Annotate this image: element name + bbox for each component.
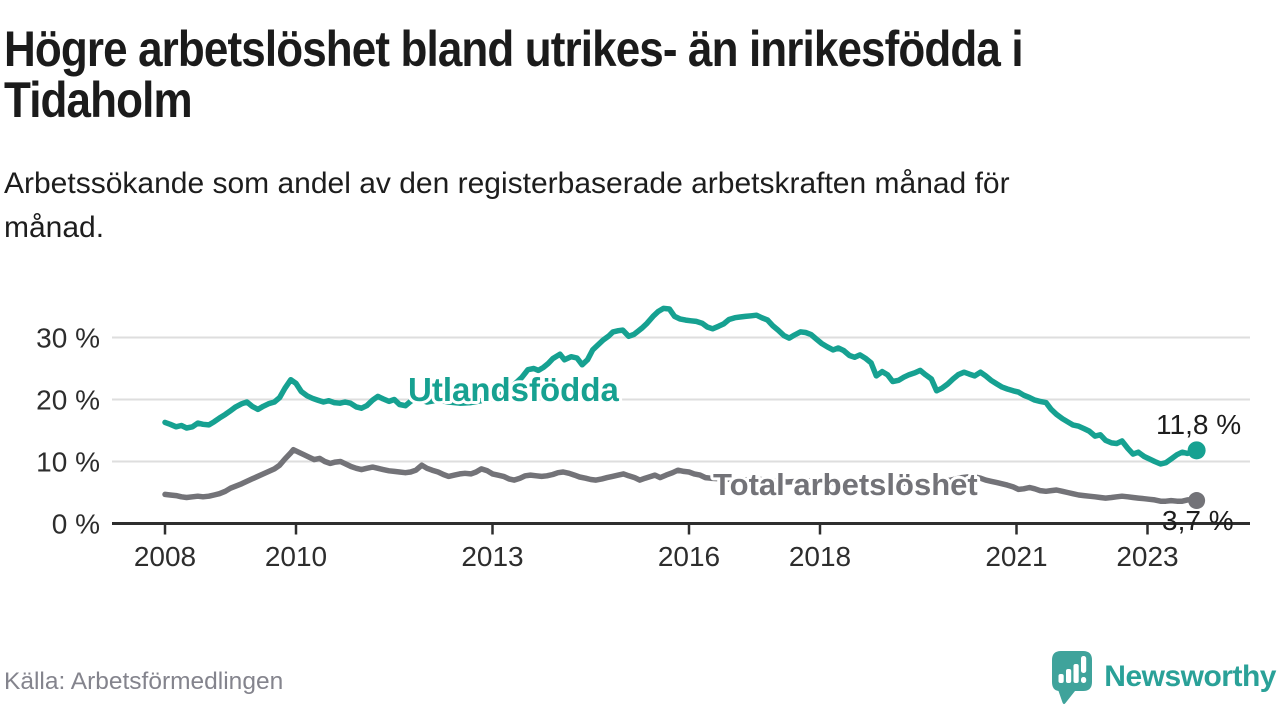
page-title-line1: Högre arbetslöshet bland utrikes- än inr… [4, 21, 1024, 77]
series-label: Utlandsfödda [408, 371, 619, 408]
series-label: Total arbetslöshet [713, 467, 978, 502]
end-value-label: 11,8 % [1156, 409, 1241, 440]
bar-large [1073, 664, 1079, 683]
page-subtitle-line1: Arbetssökande som andel av den registerb… [4, 167, 1010, 200]
page-title-line2: Tidaholm [4, 72, 193, 128]
y-axis-tick-label: 10 % [36, 447, 100, 478]
source-note: Källa: Arbetsförmedlingen [4, 668, 284, 695]
page-title: Högre arbetslöshet bland utrikes- än inr… [4, 24, 1280, 126]
series-line-utlandsfodda [162, 305, 1200, 467]
y-axis-tick-label: 0 % [52, 509, 100, 540]
x-axis-tick-label: 2008 [134, 541, 196, 572]
x-axis-tick-label: 2018 [789, 541, 851, 572]
newsworthy-bubble-icon [1052, 651, 1093, 705]
x-axis-tick-label: 2013 [461, 541, 523, 572]
end-dot [1188, 492, 1206, 510]
bar-medium [1066, 669, 1072, 683]
page-subtitle-line2: månad. [4, 211, 105, 244]
exclamation-dot [1081, 677, 1087, 683]
x-axis-tick-label: 2016 [658, 541, 720, 572]
end-value-label: 3,7 % [1162, 505, 1234, 536]
bar-small [1058, 674, 1064, 683]
page-subtitle: Arbetssökande som andel av den registerb… [4, 162, 1224, 250]
brand-logo: Newsworthy [1050, 648, 1276, 706]
y-axis-tick-label: 20 % [36, 385, 100, 416]
brand-name: Newsworthy [1104, 660, 1276, 693]
x-axis-tick-label: 2023 [1116, 541, 1178, 572]
x-axis-tick-label: 2021 [985, 541, 1047, 572]
y-axis-tick-label: 30 % [36, 323, 100, 354]
exclamation-bar [1081, 656, 1087, 673]
end-dot [1187, 441, 1206, 460]
x-axis-tick-label: 2010 [265, 541, 327, 572]
series-line-total [162, 446, 1200, 504]
